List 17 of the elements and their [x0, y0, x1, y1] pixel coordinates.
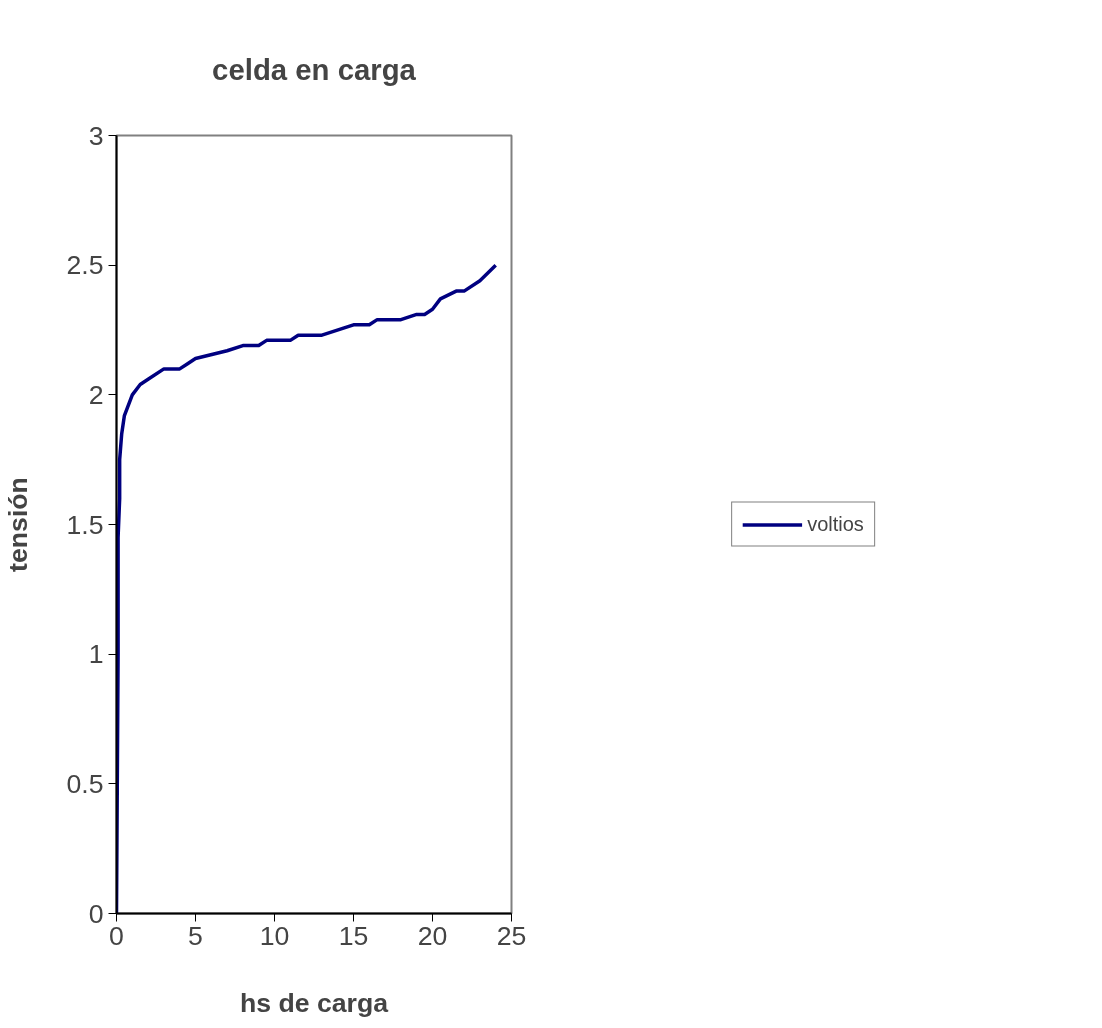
x-tick-label: 5 — [188, 920, 203, 951]
y-tick-label: 1.5 — [66, 509, 104, 540]
y-tick-label: 2 — [88, 379, 104, 410]
x-tick-label: 0 — [109, 920, 124, 951]
x-axis-title: hs de carga — [239, 987, 389, 1018]
y-axis-title: tensión — [3, 477, 34, 572]
x-tick-label: 15 — [338, 920, 369, 951]
legend-label: voltios — [807, 512, 864, 536]
x-tick-label: 10 — [259, 920, 290, 951]
y-tick-label: 0.5 — [66, 768, 104, 799]
y-tick-label: 1 — [88, 639, 104, 670]
y-tick-label: 0 — [88, 898, 104, 929]
x-tick-label: 20 — [417, 920, 448, 951]
chart-title: celda en carga — [212, 52, 417, 86]
y-tick-label: 2.5 — [66, 250, 104, 281]
x-tick-label: 25 — [496, 920, 527, 951]
y-tick-label: 3 — [88, 120, 104, 151]
